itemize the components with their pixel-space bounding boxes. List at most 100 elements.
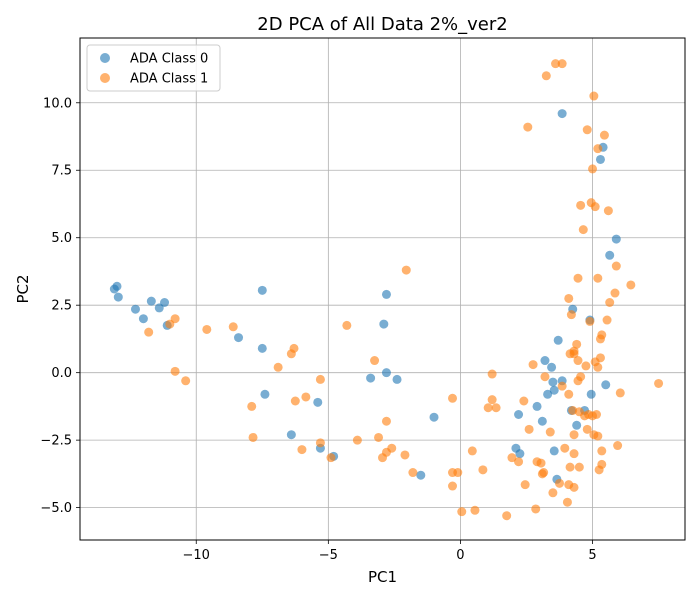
scatter-point-class-0 bbox=[416, 470, 426, 480]
scatter-point-class-1 bbox=[519, 396, 529, 406]
scatter-point-class-0 bbox=[557, 109, 567, 119]
scatter-point-class-1 bbox=[289, 343, 299, 353]
scatter-point-class-1 bbox=[613, 441, 623, 451]
scatter-point-class-1 bbox=[400, 450, 410, 460]
scatter-point-class-1 bbox=[585, 316, 595, 326]
legend-label-class-0: ADA Class 0 bbox=[130, 52, 208, 67]
scatter-point-class-1 bbox=[524, 424, 534, 434]
scatter-point-class-1 bbox=[170, 314, 180, 324]
scatter-point-class-0 bbox=[113, 292, 123, 302]
scatter-point-class-1 bbox=[581, 361, 591, 371]
scatter-point-class-1 bbox=[181, 376, 191, 386]
scatter-point-class-1 bbox=[448, 393, 458, 403]
scatter-point-class-0 bbox=[234, 333, 244, 343]
scatter-point-class-0 bbox=[515, 449, 525, 459]
scatter-point-class-1 bbox=[573, 356, 583, 366]
scatter-point-class-0 bbox=[160, 297, 170, 307]
scatter-point-class-1 bbox=[401, 265, 411, 275]
scatter-point-class-1 bbox=[573, 273, 583, 283]
scatter-point-class-1 bbox=[545, 427, 555, 437]
scatter-point-class-1 bbox=[297, 445, 307, 455]
scatter-point-class-1 bbox=[566, 310, 576, 320]
scatter-point-class-1 bbox=[605, 297, 615, 307]
scatter-point-class-1 bbox=[572, 339, 582, 349]
scatter-point-class-1 bbox=[467, 446, 477, 456]
scatter-point-class-1 bbox=[597, 459, 607, 469]
scatter-point-class-1 bbox=[555, 478, 565, 488]
scatter-point-class-0 bbox=[543, 389, 553, 399]
scatter-point-class-1 bbox=[548, 488, 558, 498]
scatter-point-class-1 bbox=[589, 91, 599, 101]
scatter-point-class-1 bbox=[564, 293, 574, 303]
scatter-point-class-1 bbox=[560, 443, 570, 453]
scatter-point-class-1 bbox=[576, 372, 586, 382]
scatter-point-class-1 bbox=[539, 468, 549, 478]
legend-box bbox=[86, 44, 221, 92]
y-tick-label: −5.0 bbox=[40, 501, 72, 516]
grid bbox=[80, 38, 685, 540]
y-tick-label: 0.0 bbox=[51, 366, 72, 381]
plot-frame bbox=[79, 37, 686, 541]
x-tick-label: −5 bbox=[319, 548, 338, 563]
legend: ADA Class 0 ADA Class 1 bbox=[86, 44, 221, 92]
scatter-point-class-1 bbox=[352, 435, 362, 445]
scatter-point-class-0 bbox=[595, 154, 605, 164]
scatter-point-class-1 bbox=[597, 330, 607, 340]
scatter-point-class-1 bbox=[342, 320, 352, 330]
scatter-point-class-1 bbox=[611, 261, 621, 271]
scatter-point-class-1 bbox=[370, 356, 380, 366]
scatter-point-class-1 bbox=[531, 504, 541, 514]
x-axis-label: PC1 bbox=[368, 568, 397, 586]
y-axis-label: PC2 bbox=[14, 274, 32, 303]
scatter-point-class-0 bbox=[313, 397, 323, 407]
scatter-point-class-1 bbox=[602, 315, 612, 325]
scatter-point-class-1 bbox=[582, 125, 592, 135]
scatter-point-class-0 bbox=[572, 420, 582, 430]
scatter-point-class-1 bbox=[574, 462, 584, 472]
scatter-point-class-1 bbox=[408, 468, 418, 478]
scatter-point-class-1 bbox=[593, 431, 603, 441]
scatter-point-class-1 bbox=[615, 388, 625, 398]
scatter-point-class-1 bbox=[626, 280, 636, 290]
scatter-point-class-1 bbox=[569, 482, 579, 492]
y-tick-label: 10.0 bbox=[43, 96, 72, 111]
scatter-point-class-1 bbox=[569, 449, 579, 459]
scatter-point-class-0 bbox=[381, 289, 391, 299]
scatter-point-class-1 bbox=[565, 462, 575, 472]
scatter-point-class-1 bbox=[597, 446, 607, 456]
scatter-point-class-1 bbox=[588, 164, 598, 174]
scatter-point-class-1 bbox=[478, 465, 488, 475]
scatter-point-class-1 bbox=[487, 369, 497, 379]
scatter-point-class-0 bbox=[549, 385, 559, 395]
scatter-point-class-0 bbox=[547, 362, 557, 372]
scatter-point-class-1 bbox=[387, 443, 397, 453]
scatter-point-class-0 bbox=[514, 410, 524, 419]
y-tick-label: 2.5 bbox=[51, 299, 72, 314]
scatter-point-class-0 bbox=[605, 250, 615, 260]
scatter-point-class-0 bbox=[260, 389, 270, 399]
scatter-point-class-1 bbox=[564, 389, 574, 399]
scatter-point-class-1 bbox=[273, 362, 283, 372]
scatter-point-class-1 bbox=[374, 432, 384, 442]
scatter-point-class-1 bbox=[301, 392, 311, 402]
scatter-point-class-1 bbox=[514, 457, 524, 467]
scatter-point-class-1 bbox=[599, 130, 609, 140]
scatter-point-class-1 bbox=[326, 453, 336, 463]
scatter-point-class-1 bbox=[595, 353, 605, 363]
scatter-point-class-1 bbox=[483, 403, 493, 413]
scatter-point-class-0 bbox=[257, 343, 267, 353]
scatter-point-class-1 bbox=[315, 374, 325, 384]
scatter-point-class-1 bbox=[562, 497, 572, 507]
scatter-point-class-1 bbox=[520, 480, 530, 490]
scatter-point-class-1 bbox=[569, 346, 579, 356]
scatter-point-class-1 bbox=[610, 288, 620, 298]
scatter-point-class-1 bbox=[536, 458, 546, 468]
scatter-point-class-1 bbox=[591, 410, 601, 419]
scatter-point-class-1 bbox=[247, 401, 257, 411]
scatter-point-class-0 bbox=[532, 401, 542, 411]
scatter-point-class-1 bbox=[290, 396, 300, 406]
scatter-point-class-1 bbox=[593, 144, 603, 154]
x-tick-label: 0 bbox=[456, 548, 464, 563]
scatter-point-class-1 bbox=[448, 481, 458, 491]
scatter-point-class-1 bbox=[144, 327, 154, 337]
